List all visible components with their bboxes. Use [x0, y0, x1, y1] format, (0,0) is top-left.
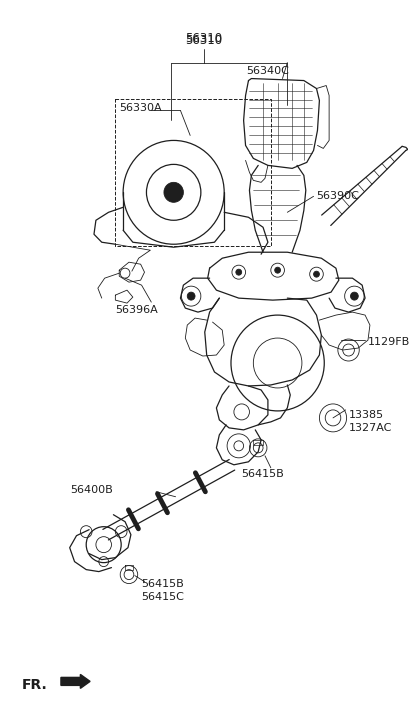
Circle shape: [236, 269, 242, 275]
Circle shape: [313, 271, 319, 277]
Text: 56330A: 56330A: [119, 103, 162, 113]
Circle shape: [351, 292, 358, 300]
Circle shape: [187, 292, 195, 300]
Text: 1327AC: 1327AC: [349, 423, 392, 433]
Circle shape: [275, 268, 281, 273]
Text: 13385: 13385: [349, 410, 384, 420]
Circle shape: [164, 182, 184, 202]
FancyArrow shape: [61, 675, 90, 688]
Text: 56310: 56310: [185, 34, 222, 47]
Text: 56415B: 56415B: [142, 579, 184, 589]
Text: 56396A: 56396A: [115, 305, 158, 315]
Text: 56390C: 56390C: [316, 191, 360, 201]
Bar: [115, 98, 271, 246]
Text: 56415C: 56415C: [142, 592, 184, 601]
Text: 56310: 56310: [185, 32, 222, 45]
Text: 56400B: 56400B: [71, 485, 114, 495]
Text: 56415B: 56415B: [242, 469, 285, 479]
Text: 56340C: 56340C: [246, 65, 290, 76]
Text: FR.: FR.: [22, 678, 48, 692]
Text: 1129FB: 1129FB: [368, 337, 410, 347]
